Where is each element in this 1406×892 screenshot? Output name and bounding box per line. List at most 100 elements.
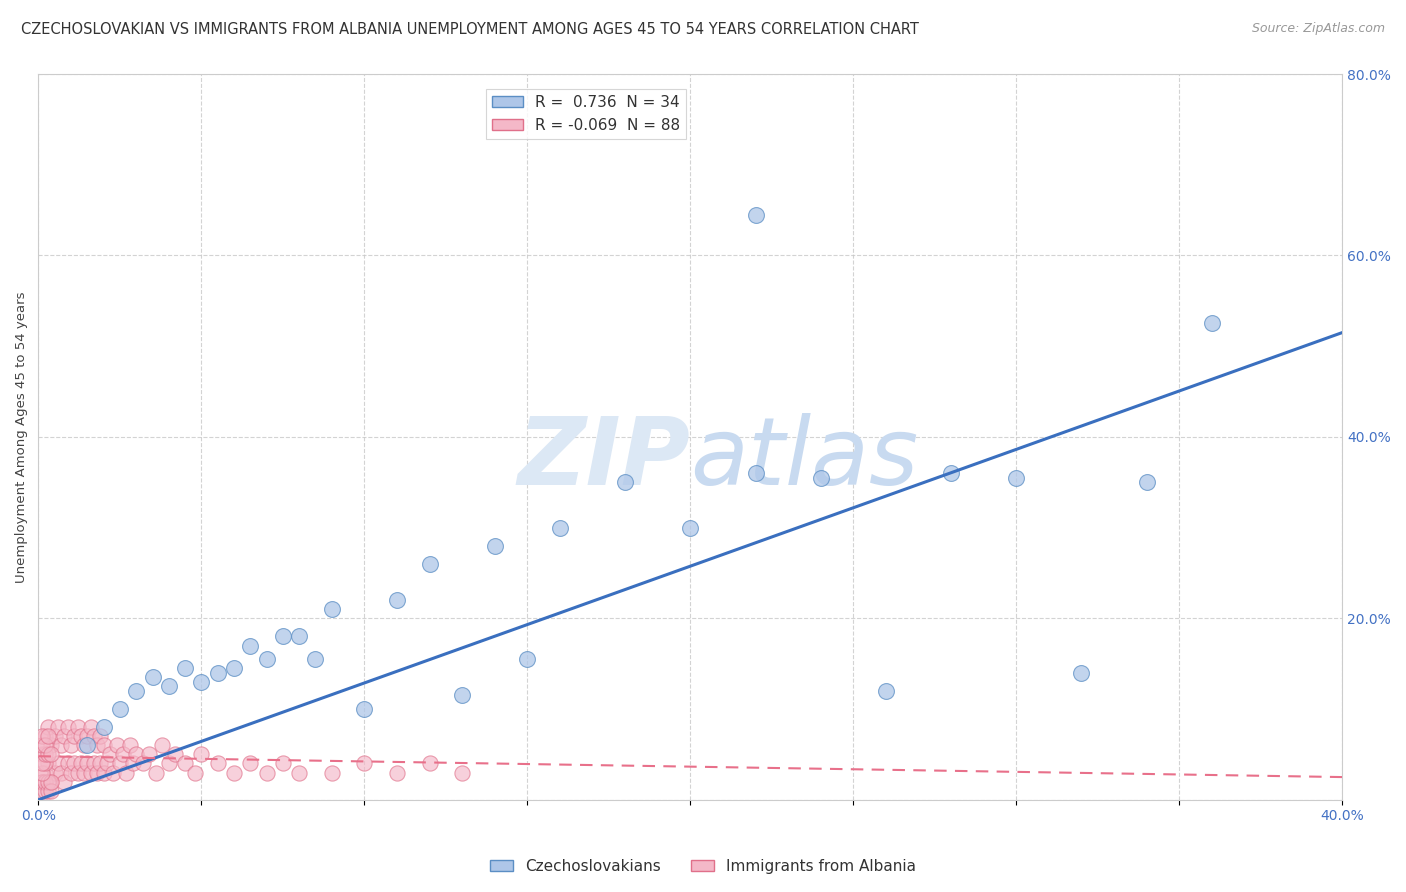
Text: ZIP: ZIP bbox=[517, 413, 690, 505]
Point bbox=[34, 739, 56, 753]
Point bbox=[31, 765, 53, 780]
Point bbox=[37, 783, 59, 797]
Point bbox=[89, 729, 111, 743]
Point bbox=[288, 765, 311, 780]
Point bbox=[1070, 665, 1092, 680]
Point bbox=[239, 756, 262, 771]
Point bbox=[51, 739, 73, 753]
Point bbox=[271, 630, 294, 644]
Point bbox=[37, 729, 59, 743]
Point bbox=[46, 720, 69, 734]
Point bbox=[353, 756, 375, 771]
Point bbox=[31, 774, 53, 789]
Point bbox=[112, 747, 135, 762]
Y-axis label: Unemployment Among Ages 45 to 54 years: Unemployment Among Ages 45 to 54 years bbox=[15, 291, 28, 582]
Point bbox=[63, 756, 86, 771]
Point bbox=[69, 729, 91, 743]
Point bbox=[31, 729, 53, 743]
Point bbox=[353, 702, 375, 716]
Point bbox=[321, 765, 343, 780]
Point bbox=[222, 661, 245, 675]
Legend: R =  0.736  N = 34, R = -0.069  N = 88: R = 0.736 N = 34, R = -0.069 N = 88 bbox=[486, 89, 686, 139]
Point bbox=[31, 783, 53, 797]
Point bbox=[105, 739, 128, 753]
Point bbox=[207, 756, 229, 771]
Point bbox=[190, 674, 212, 689]
Point bbox=[174, 661, 197, 675]
Point bbox=[44, 729, 66, 743]
Point bbox=[96, 756, 118, 771]
Point bbox=[93, 720, 115, 734]
Point bbox=[222, 765, 245, 780]
Point bbox=[41, 774, 63, 789]
Point bbox=[288, 630, 311, 644]
Point bbox=[321, 602, 343, 616]
Point bbox=[76, 729, 98, 743]
Point bbox=[31, 747, 53, 762]
Point bbox=[66, 720, 89, 734]
Point bbox=[93, 739, 115, 753]
Point bbox=[51, 765, 73, 780]
Point bbox=[138, 747, 160, 762]
Point bbox=[1136, 475, 1159, 490]
Point bbox=[31, 774, 53, 789]
Point bbox=[76, 756, 98, 771]
Point bbox=[184, 765, 207, 780]
Point bbox=[79, 720, 101, 734]
Point bbox=[145, 765, 167, 780]
Point bbox=[63, 729, 86, 743]
Point bbox=[207, 665, 229, 680]
Point bbox=[41, 774, 63, 789]
Point bbox=[83, 729, 105, 743]
Point bbox=[239, 639, 262, 653]
Point bbox=[679, 520, 702, 534]
Point bbox=[174, 756, 197, 771]
Point bbox=[419, 557, 441, 571]
Point bbox=[385, 593, 408, 607]
Point bbox=[744, 466, 766, 480]
Point bbox=[115, 765, 138, 780]
Point bbox=[385, 765, 408, 780]
Point bbox=[125, 747, 148, 762]
Point bbox=[73, 765, 96, 780]
Point bbox=[122, 756, 145, 771]
Point bbox=[41, 783, 63, 797]
Point bbox=[31, 756, 53, 771]
Point bbox=[31, 739, 53, 753]
Point bbox=[132, 756, 155, 771]
Point bbox=[1201, 317, 1223, 331]
Point bbox=[614, 475, 637, 490]
Point bbox=[516, 652, 538, 666]
Point bbox=[73, 739, 96, 753]
Point bbox=[46, 756, 69, 771]
Point bbox=[66, 765, 89, 780]
Point bbox=[810, 471, 832, 485]
Point bbox=[875, 684, 897, 698]
Point bbox=[37, 774, 59, 789]
Point bbox=[451, 765, 474, 780]
Text: atlas: atlas bbox=[690, 413, 918, 504]
Point bbox=[93, 765, 115, 780]
Point bbox=[34, 783, 56, 797]
Point bbox=[34, 774, 56, 789]
Point bbox=[744, 208, 766, 222]
Point bbox=[157, 679, 180, 693]
Point bbox=[34, 765, 56, 780]
Point bbox=[83, 756, 105, 771]
Point bbox=[939, 466, 962, 480]
Point bbox=[37, 720, 59, 734]
Point bbox=[103, 765, 125, 780]
Text: CZECHOSLOVAKIAN VS IMMIGRANTS FROM ALBANIA UNEMPLOYMENT AMONG AGES 45 TO 54 YEAR: CZECHOSLOVAKIAN VS IMMIGRANTS FROM ALBAN… bbox=[21, 22, 920, 37]
Point bbox=[60, 765, 83, 780]
Point bbox=[484, 539, 506, 553]
Legend: Czechoslovakians, Immigrants from Albania: Czechoslovakians, Immigrants from Albani… bbox=[484, 853, 922, 880]
Point bbox=[76, 739, 98, 753]
Point bbox=[1005, 471, 1028, 485]
Point bbox=[271, 756, 294, 771]
Point bbox=[56, 756, 79, 771]
Point bbox=[165, 747, 187, 762]
Point bbox=[118, 739, 141, 753]
Point bbox=[548, 520, 571, 534]
Point bbox=[34, 729, 56, 743]
Text: Source: ZipAtlas.com: Source: ZipAtlas.com bbox=[1251, 22, 1385, 36]
